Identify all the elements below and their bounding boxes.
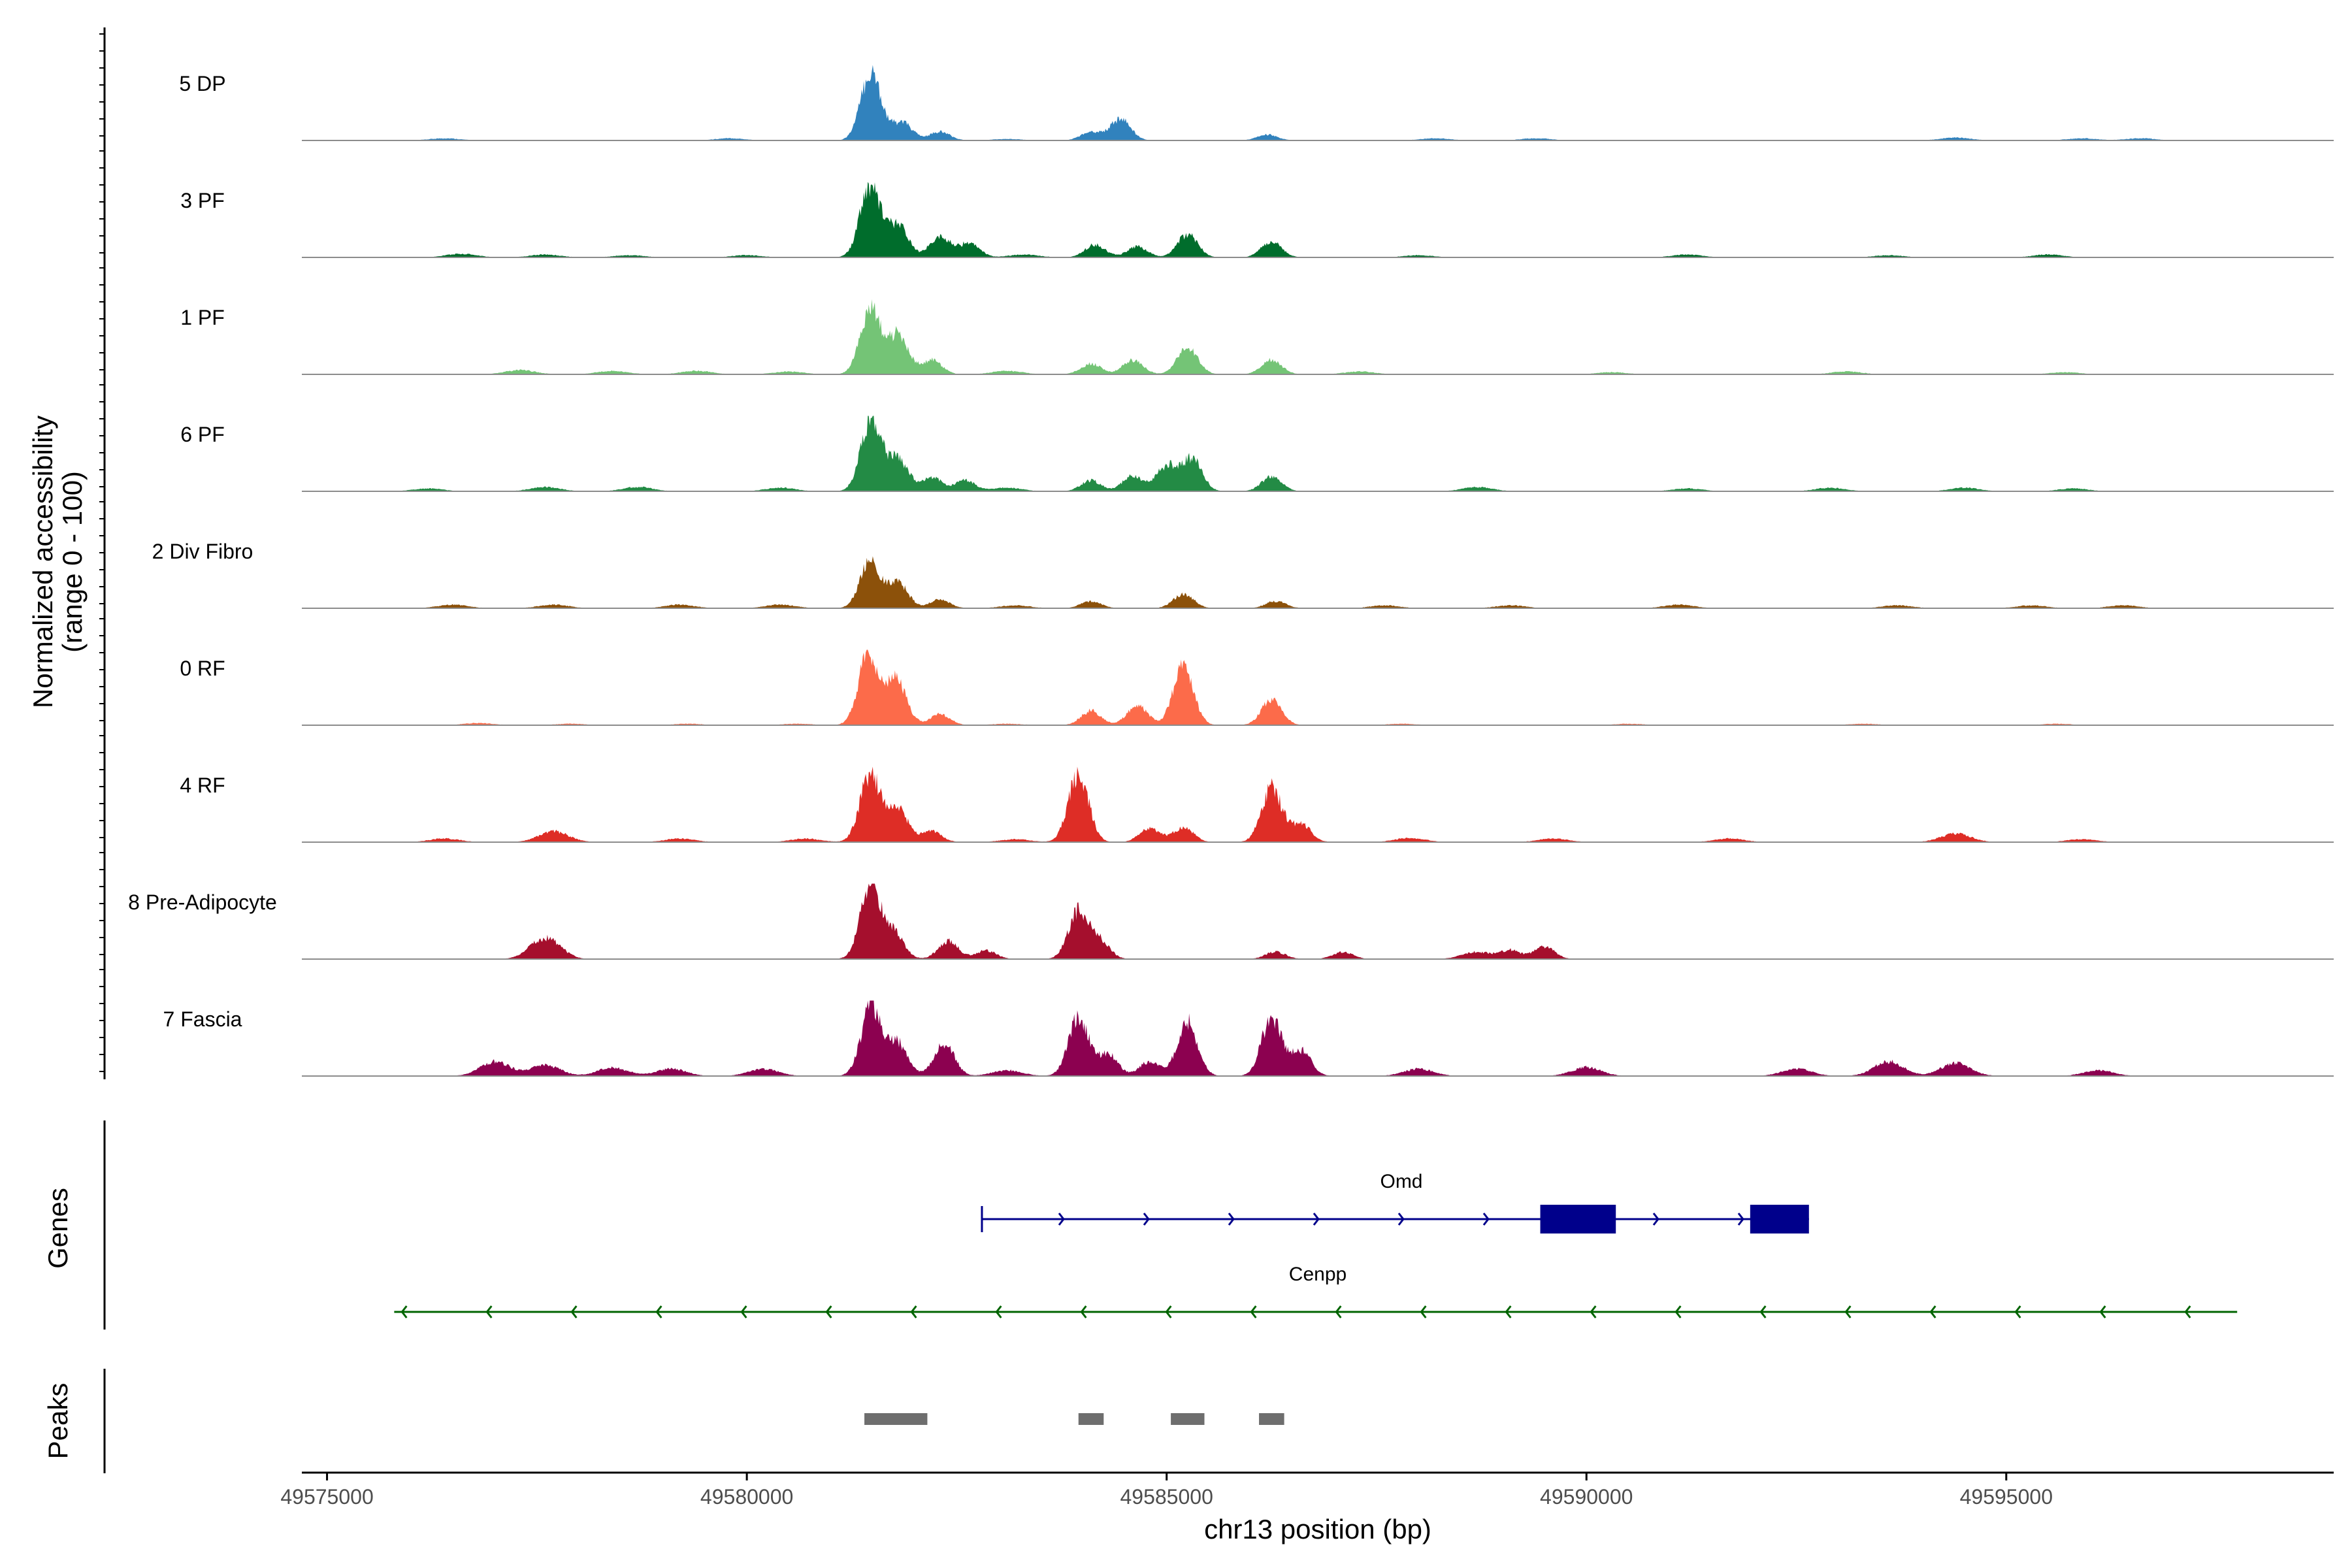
exon-block: [1750, 1205, 1809, 1233]
gene-model: Omd: [981, 1171, 1809, 1233]
coverage-area: [394, 416, 2233, 491]
coverage-area: [394, 1000, 2233, 1076]
gene-label: Omd: [1380, 1171, 1422, 1192]
coverage-area: [394, 182, 2233, 257]
gene-label: Cenpp: [1289, 1264, 1347, 1285]
coverage-track: 3 PF: [180, 182, 2334, 258]
y-axis-title-range: (range 0 - 100): [57, 471, 88, 653]
genes-panel-label: Genes: [42, 1188, 73, 1269]
strand-chevron: [1335, 1305, 1342, 1318]
genes-panel: Omd Cenpp: [103, 1120, 2238, 1330]
strand-chevron: [740, 1305, 747, 1318]
strand-chevron: [1165, 1305, 1172, 1318]
strand-chevron: [485, 1305, 493, 1318]
strand-chevron: [1482, 1213, 1490, 1226]
track-label: 5 DP: [179, 72, 225, 95]
strand-chevron: [1250, 1305, 1257, 1318]
strand-chevron: [1929, 1305, 1936, 1318]
strand-chevron: [1397, 1213, 1405, 1226]
strand-chevron: [570, 1305, 578, 1318]
strand-chevron: [1590, 1305, 1597, 1318]
x-tick-label: 49585000: [1120, 1485, 1213, 1509]
track-label: 8 Pre-Adipocyte: [128, 890, 277, 914]
coverage-area: [394, 766, 2233, 842]
y-axis-title: Normalized accessibility: [27, 416, 58, 708]
x-axis-title: chr13 position (bp): [1204, 1514, 1431, 1544]
strand-chevron: [655, 1305, 662, 1318]
coverage-track: 6 PF: [180, 416, 2334, 492]
x-tick-label: 49580000: [700, 1485, 793, 1509]
coverage-area: [394, 65, 2233, 140]
coverage-area: [394, 883, 2233, 959]
coverage-y-axis: [99, 27, 106, 1079]
track-label: 3 PF: [180, 189, 225, 212]
strand-chevron: [1420, 1305, 1427, 1318]
strand-chevron: [400, 1305, 408, 1318]
strand-chevron: [995, 1305, 1002, 1318]
track-label: 0 RF: [180, 657, 225, 680]
peaks-panel-label: Peaks: [42, 1383, 73, 1460]
track-label: 6 PF: [180, 423, 225, 446]
coverage-panel: 5 DP 3 PF 1 PF 6 PF 2 Div Fibro 0 RF 4 RF 8 Pre…: [128, 65, 2334, 1077]
strand-chevron: [1674, 1305, 1682, 1318]
peak-region: [1171, 1413, 1205, 1425]
coverage-track: 1 PF: [180, 299, 2334, 375]
peak-region: [1078, 1413, 1104, 1425]
coverage-track: 5 DP: [179, 65, 2334, 141]
track-label: 4 RF: [180, 774, 225, 797]
track-label: 2 Div Fibro: [152, 540, 253, 563]
coverage-track: 0 RF: [180, 649, 2334, 726]
coverage-area: [394, 556, 2233, 608]
coverage-track: 2 Div Fibro: [152, 540, 2334, 609]
strand-chevron: [1737, 1213, 1744, 1226]
strand-chevron: [1143, 1213, 1150, 1226]
x-tick-label: 49590000: [1540, 1485, 1633, 1509]
peaks-panel: [103, 1369, 1284, 1473]
strand-chevron: [1058, 1213, 1065, 1226]
strand-chevron: [910, 1305, 917, 1318]
coverage-track: 4 RF: [180, 766, 2334, 843]
strand-chevron: [825, 1305, 832, 1318]
coverage-track: 8 Pre-Adipocyte: [128, 883, 2334, 960]
coverage-track: 7 Fascia: [163, 1000, 2334, 1077]
track-label: 7 Fascia: [163, 1007, 242, 1031]
strand-chevron: [1759, 1305, 1767, 1318]
strand-chevron: [2014, 1305, 2021, 1318]
x-axis: 49575000 49580000 49585000 49590000 49595000: [280, 1471, 2334, 1509]
strand-chevron: [1505, 1305, 1512, 1318]
strand-chevron: [2184, 1305, 2191, 1318]
x-tick-label: 49595000: [1960, 1485, 2053, 1509]
peak-region: [864, 1413, 928, 1425]
coverage-area: [394, 299, 2233, 374]
strand-chevron: [2099, 1305, 2106, 1318]
exon-block: [1540, 1205, 1616, 1233]
track-label: 1 PF: [180, 306, 225, 329]
strand-chevron: [1228, 1213, 1235, 1226]
strand-chevron: [1080, 1305, 1087, 1318]
gene-model: Cenpp: [394, 1264, 2238, 1318]
strand-chevron: [1313, 1213, 1320, 1226]
strand-chevron: [1844, 1305, 1852, 1318]
x-tick-label: 49575000: [280, 1485, 373, 1509]
peak-region: [1259, 1413, 1284, 1425]
strand-chevron: [1652, 1213, 1659, 1226]
coverage-area: [394, 649, 2233, 725]
